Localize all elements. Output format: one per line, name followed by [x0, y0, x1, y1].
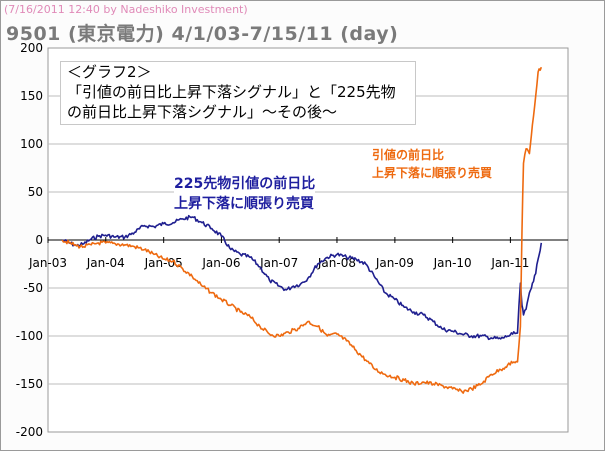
- x-tick-label: Jan-07: [259, 256, 298, 270]
- x-tick-label: Jan-05: [144, 256, 183, 270]
- orange-series-annotation: 引値の前日比 上昇下落に順張り売買: [372, 146, 492, 182]
- y-tick-label: -200: [16, 425, 43, 439]
- orange-annotation-line-2: 上昇下落に順張り売買: [372, 166, 493, 180]
- chart-title: 9501 (東京電力) 4/1/03-7/15/11 (day): [6, 23, 399, 45]
- series-line-orange: [61, 66, 543, 394]
- caption-line-2: 「引値の前日比上昇下落シグナル」と「225先物: [67, 83, 396, 101]
- orange-annotation-line-1: 引値の前日比: [372, 148, 445, 162]
- x-tick-label: Jan-11: [490, 256, 529, 270]
- y-tick-label: 0: [35, 233, 43, 247]
- x-tick-label: Jan-03: [28, 256, 67, 270]
- y-tick-label: -100: [16, 329, 43, 343]
- x-tick-label: Jan-04: [86, 256, 125, 270]
- y-tick-label: -150: [16, 377, 43, 391]
- y-tick-label: 50: [28, 185, 43, 199]
- x-tick-label: Jan-09: [375, 256, 414, 270]
- y-tick-label: 150: [20, 89, 43, 103]
- x-tick-label: Jan-10: [433, 256, 472, 270]
- blue-series-annotation: 225先物引値の前日比 上昇下落に順張り売買: [174, 174, 316, 214]
- x-tick-label: Jan-06: [201, 256, 240, 270]
- blue-annotation-line-1: 225先物引値の前日比: [174, 176, 316, 192]
- caption-line-3: の前日比上昇下落シグナル」～その後～: [67, 103, 338, 121]
- y-tick-label: 100: [20, 137, 43, 151]
- graph-caption-box: ＜グラフ2＞ 「引値の前日比上昇下落シグナル」と「225先物 の前日比上昇下落シ…: [60, 61, 416, 125]
- y-tick-label: 200: [20, 41, 43, 55]
- series-line-blue: [61, 214, 543, 341]
- y-tick-label: -50: [23, 281, 43, 295]
- timestamp-credit: (7/16/2011 12:40 by Nadeshiko Investment…: [4, 3, 248, 16]
- x-tick-label: Jan-08: [317, 256, 356, 270]
- blue-annotation-line-2: 上昇下落に順張り売買: [174, 196, 314, 212]
- caption-line-1: ＜グラフ2＞: [67, 63, 152, 81]
